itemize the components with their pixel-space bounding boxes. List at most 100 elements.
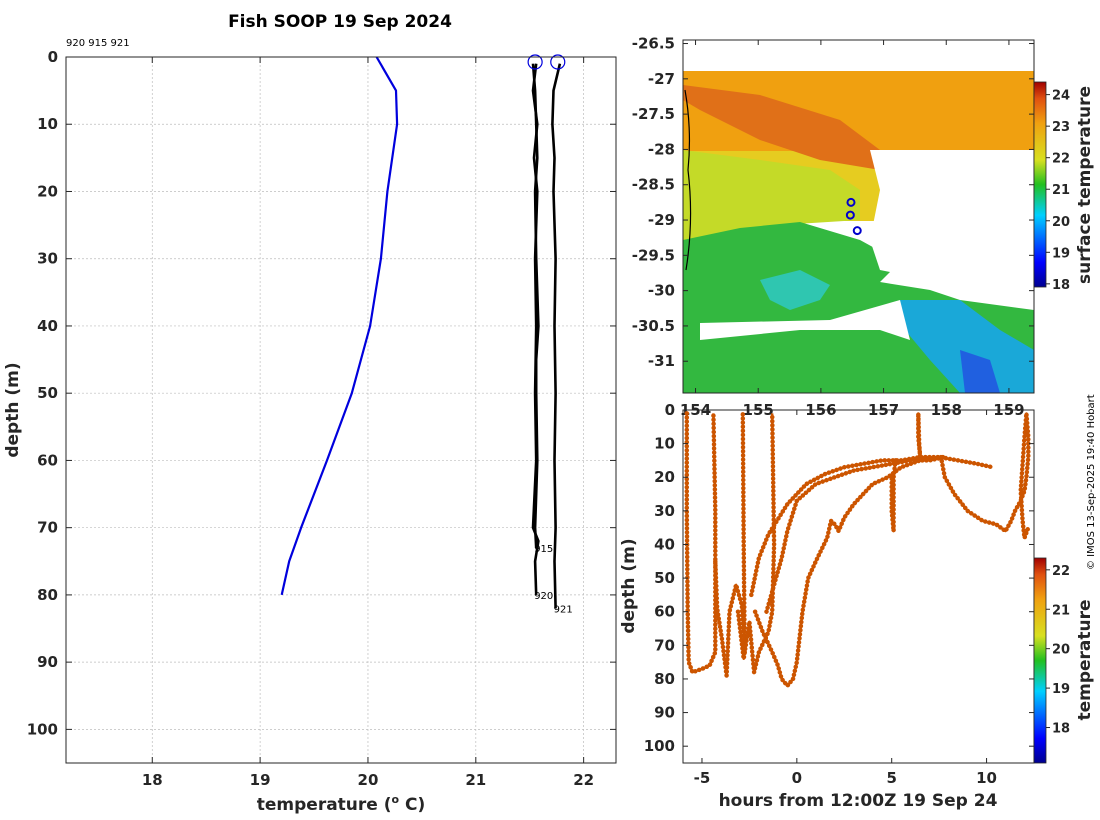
track-x-tick-label: 5 [886,769,896,787]
chart-title: Fish SOOP 19 Sep 2024 [228,12,452,32]
coastline [684,89,692,271]
temperature-colorbar-tick-label: 19 [1052,682,1070,697]
profile-y-tick-label: 10 [37,115,58,133]
sst-colorbar-tick-label: 20 [1052,215,1070,230]
track-y-tick-label: 90 [654,704,675,722]
profile-x-tick-label: 21 [465,771,486,789]
sst-colorbar-label: surface temperature [1075,86,1095,284]
sst-colorbar-tick-label: 23 [1052,120,1070,135]
track-series-late-dives [938,411,1031,541]
track-y-tick-label: 10 [654,435,675,453]
profile-end-label: 921 [554,604,573,615]
profile-y-tick-label: 80 [37,586,58,604]
track-series-climb-b [764,454,948,614]
profile-axes-frame [65,56,617,764]
profile-site-marker [845,210,855,220]
sst-colorbar-tick-label: 24 [1052,89,1070,104]
track-series-climb-a [749,454,995,598]
temperature-colorbar-tick-label: 18 [1052,722,1070,737]
map-y-tick-label: -26.5 [632,35,675,53]
track-x-tick-label: 10 [976,769,997,787]
track-y-tick-label: 20 [654,468,675,486]
temperature-colorbar-tick-label: 22 [1052,564,1070,579]
profile-x-tick-label: 19 [250,771,271,789]
track-line-descent-1 [753,455,947,687]
track-line-dive-1 [685,413,717,674]
sst-yellow-region [683,150,860,245]
profile-x-tick-label: 22 [573,771,594,789]
profile-y-tick-label: 100 [27,720,58,738]
map-y-tick-label: -31 [648,352,675,370]
map-y-tick-label: -28.5 [632,176,675,194]
profile-line-921 [551,63,562,609]
temperature-colorbar-label: temperature [1075,599,1095,720]
temperature-colorbar-tick-label: 21 [1052,603,1070,618]
track-y-tick-label: 40 [654,535,675,553]
map-y-tick-label: -27.5 [632,105,675,123]
profile-y-tick-label: 30 [37,250,58,268]
track-y-tick-label: 60 [654,603,675,621]
profile-line-915 [531,63,540,548]
track-line-descent-3 [917,412,922,458]
profile-y-tick-label: 20 [37,182,58,200]
cloud-mask-south [700,300,910,340]
track-line-late-dives [939,412,1030,539]
sst-coldest-patch [960,350,1000,393]
sst-colorbar-tick-label: 22 [1052,152,1070,167]
profile-x-axis-label: temperature (o C) [257,793,426,815]
profile-y-tick-label: 60 [37,451,58,469]
profile-end-label: 915 [534,544,553,555]
profile-x-tick-label: 18 [142,771,163,789]
track-y-tick-label: 50 [654,569,675,587]
track-y-tick-label: 0 [665,401,675,419]
profile-x-tick-label: 20 [358,771,379,789]
map-y-tick-label: -30 [648,282,675,300]
profile-y-tick-label: 0 [48,48,58,66]
profile-y-tick-label: 50 [37,384,58,402]
profile-line-reference [280,56,399,596]
track-x-tick-label: 0 [792,769,802,787]
track-y-tick-label: 70 [654,636,675,654]
profile-end-label: 920 [534,591,553,602]
sst-field [683,40,1034,393]
track-y-tick-label: 30 [654,502,675,520]
track-line-climb-b [765,455,946,613]
profile-y-tick-label: 70 [37,519,58,537]
track-x-tick-label: -5 [694,769,711,787]
track-y-tick-label: 80 [654,670,675,688]
profile-y-axis-label: depth (m) [3,362,23,457]
profile-y-tick-label: 90 [37,653,58,671]
sst-cold-region [900,300,1034,393]
track-series-dive-1 [684,411,718,675]
track-y-axis-label: depth (m) [619,538,639,633]
sst-colorbar-tick-label: 21 [1052,183,1070,198]
sst-colorbar [1033,81,1047,288]
cloud-mask-north [683,40,1034,70]
map-y-tick-label: -27 [648,70,675,88]
map-y-tick-label: -30.5 [632,317,675,335]
profile-y-tick-label: 40 [37,317,58,335]
sst-cool-eddy [760,270,830,310]
sst-warm-core [683,85,880,170]
track-line-dive-3 [736,413,776,674]
track-line-dive-2 [714,413,746,677]
map-panel: -26.5 -27 -27.5 -28 -28.5 -29 -29.5 -30 -30.5 -31… [632,35,1095,419]
profile-site-marker [846,197,856,207]
profile-id-header: 920 915 921 [66,38,130,49]
map-y-tick-label: -28 [648,140,675,158]
track-y-tick-label: 100 [644,737,675,755]
sst-colorbar-tick-label: 18 [1052,278,1070,293]
track-line-descent-2 [890,460,897,533]
sst-colorbar-tick-label: 19 [1052,246,1070,261]
temperature-colorbar [1033,557,1047,764]
track-x-axis-label: hours from 12:00Z 19 Sep 24 [719,791,998,811]
copyright-notice: © IMOS 13-Sep-2025 19:40 Hobart [1086,394,1097,570]
track-line-climb-a [750,455,993,596]
map-y-tick-label: -29 [648,211,675,229]
map-y-tick-label: -29.5 [632,246,675,264]
cloud-mask-east [870,150,1034,275]
temperature-colorbar-tick-label: 20 [1052,643,1070,658]
